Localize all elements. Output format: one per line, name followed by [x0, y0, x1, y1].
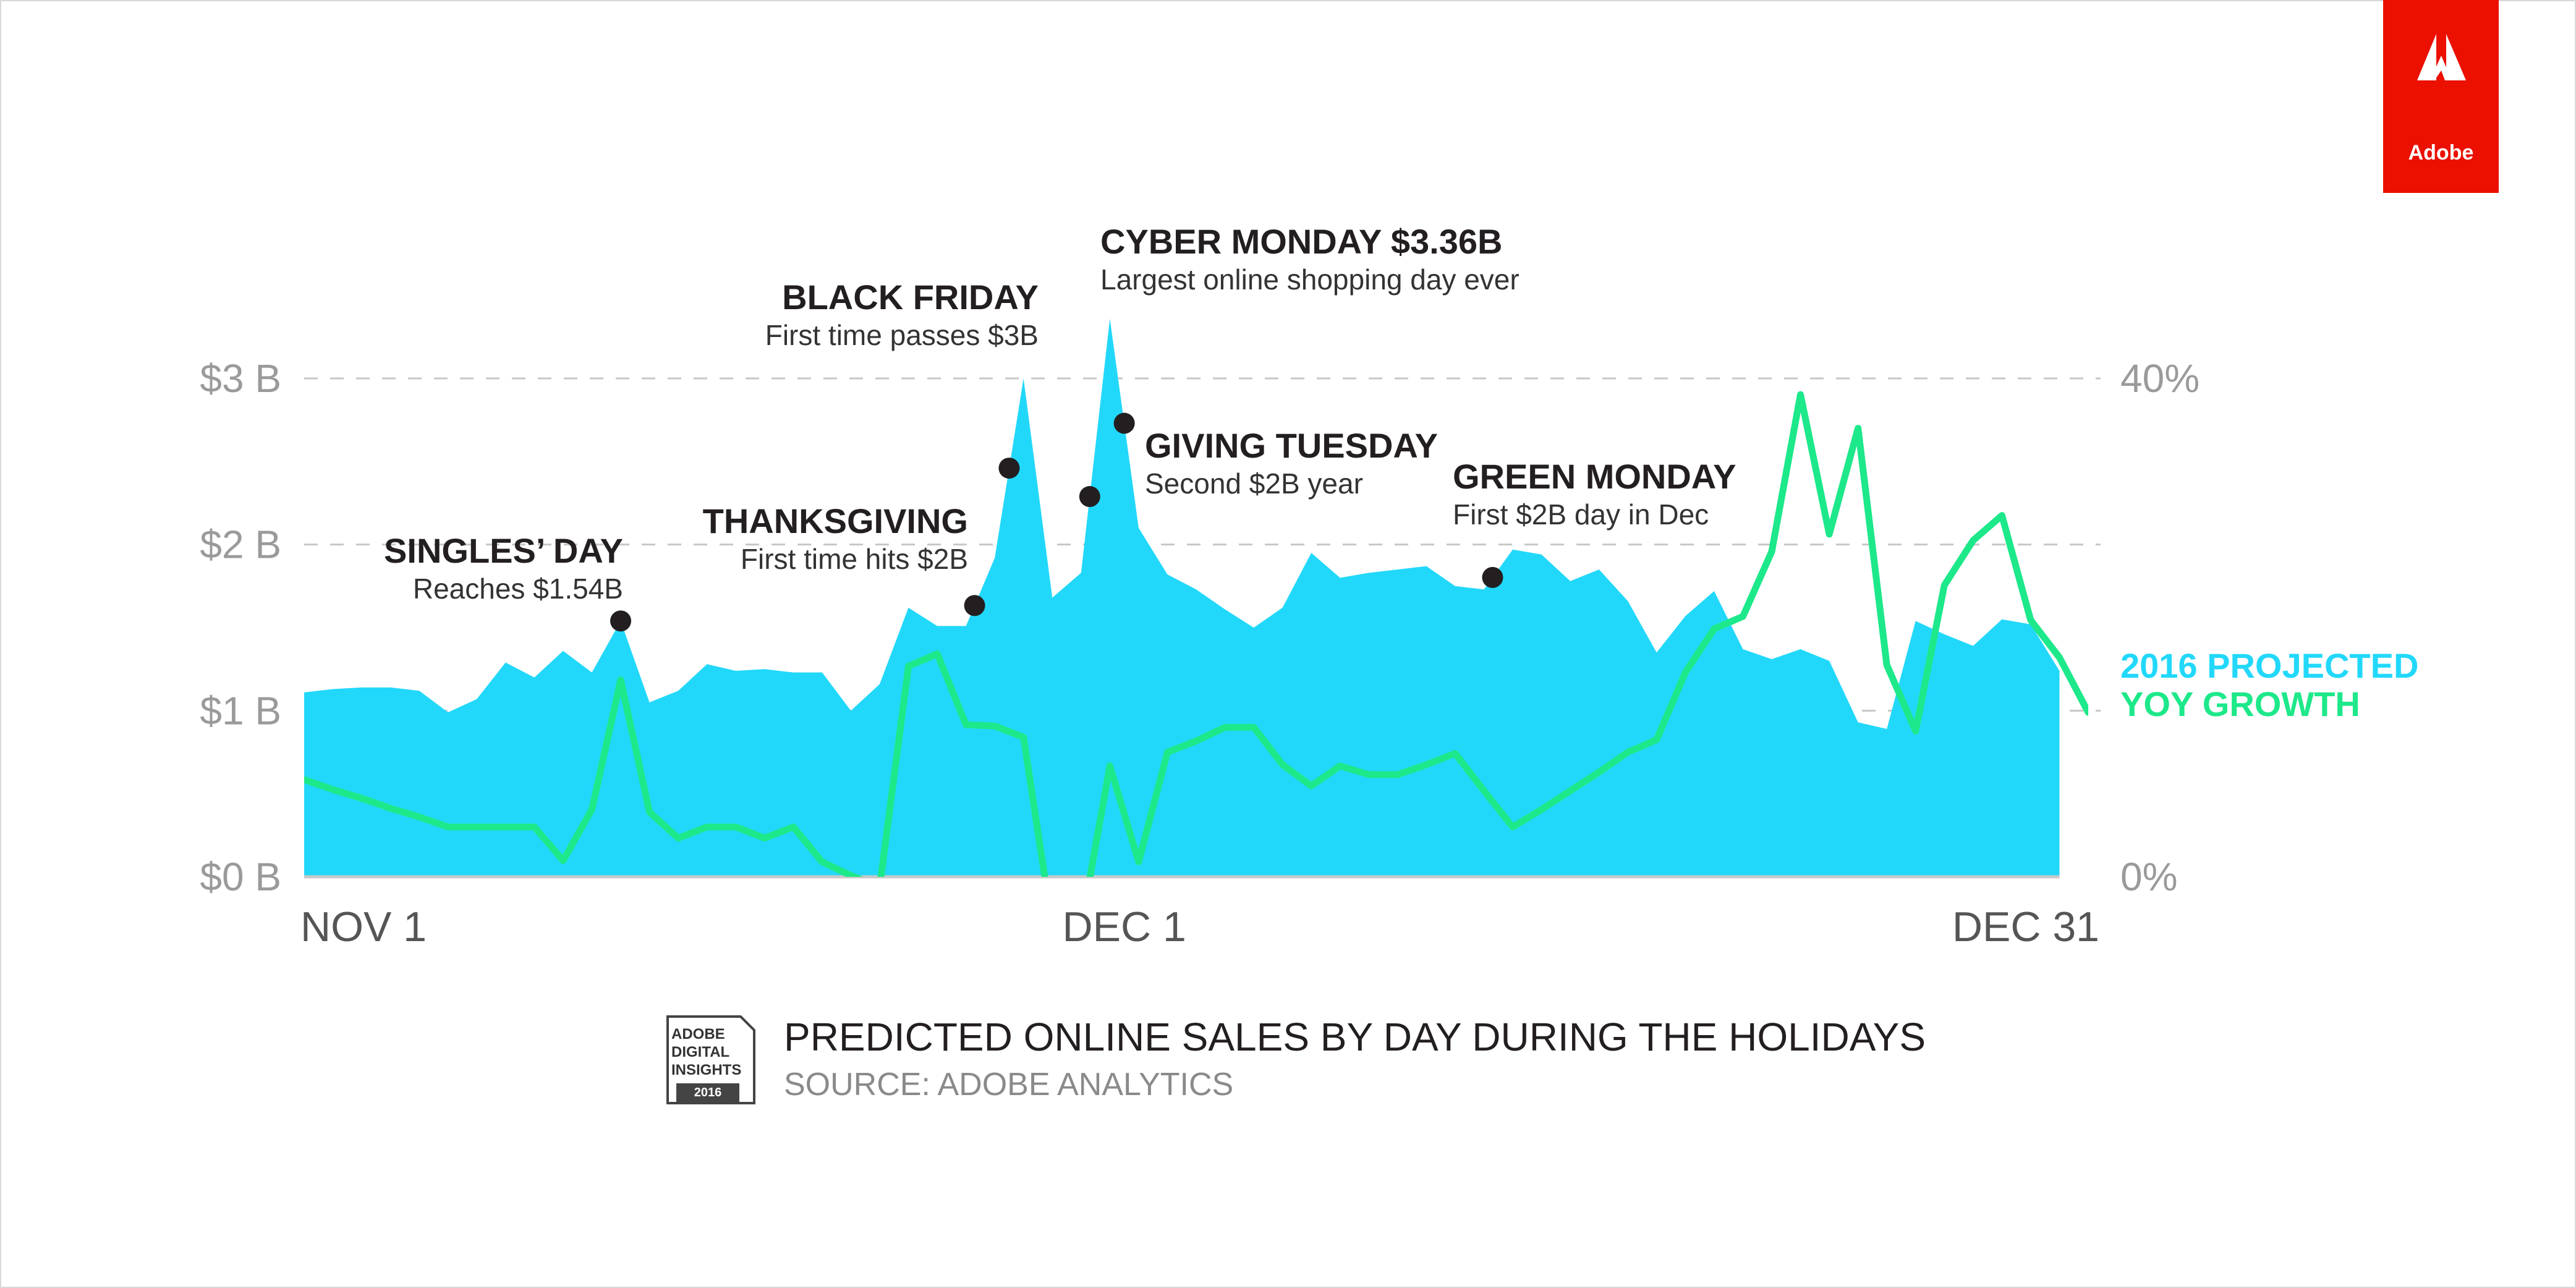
annotation-text: First $2B day in Dec [1453, 498, 1709, 531]
annotation-marker [610, 610, 632, 632]
annotation-text: Second $2B year [1145, 467, 1363, 500]
annotation-marker [1482, 566, 1503, 588]
annotation-marker [1113, 412, 1135, 434]
annotation-title: SINGLES’ DAY [384, 531, 623, 570]
y-right-tick-label: 0% [2120, 855, 2178, 899]
annotation-title: GIVING TUESDAY [1145, 426, 1438, 465]
x-tick-label: DEC 31 [1952, 903, 2099, 950]
badge-line-1: ADOBE [671, 1026, 725, 1043]
adobe-a-icon [2417, 34, 2466, 80]
chart-title: PREDICTED ONLINE SALES BY DAY DURING THE… [784, 1015, 1926, 1059]
area-series-2016-projected [304, 318, 2060, 877]
annotation-title: GREEN MONDAY [1453, 457, 1736, 496]
annotation-marker [1079, 486, 1100, 508]
y-left-tick-label: $1 B [200, 688, 281, 733]
y-axis-right: 0% 40% [2120, 356, 2200, 899]
annotation-title: CYBER MONDAY $3.36B [1100, 222, 1502, 261]
annotation-title: BLACK FRIDAY [782, 278, 1039, 317]
badge-year: 2016 [676, 1083, 739, 1102]
adobe-logo: Adobe [2383, 0, 2499, 193]
annotation-marker [964, 595, 985, 616]
annotation-marker [998, 458, 1020, 479]
x-axis: NOV 1 DEC 1 DEC 31 [300, 903, 2099, 950]
annotation-text: Reaches $1.54B [413, 573, 623, 605]
chart-source: SOURCE: ADOBE ANALYTICS [784, 1067, 1234, 1102]
annotation-text: Largest online shopping day ever [1100, 263, 1520, 296]
line-series-yoy-growth [304, 391, 2088, 877]
yoy-growth-line-series [304, 391, 2088, 877]
badge-label: ADOBE DIGITAL INSIGHTS [671, 1025, 741, 1079]
x-tick-label: DEC 1 [1062, 903, 1186, 950]
y-left-tick-label: $3 B [200, 356, 281, 401]
y-right-tick-label: 40% [2120, 356, 2200, 401]
adobe-logo-wordmark: Adobe [2408, 141, 2474, 164]
badge-line-2: DIGITAL [671, 1044, 730, 1060]
annotation-title: THANKSGIVING [703, 501, 968, 540]
adobe-digital-insights-badge: ADOBE DIGITAL INSIGHTS 2016 [665, 1014, 757, 1106]
sales-area-series [304, 318, 2060, 879]
y-axis-left: $0 B $1 B $2 B $3 B [200, 356, 281, 899]
x-tick-label: NOV 1 [300, 903, 427, 950]
y-left-tick-label: $2 B [200, 522, 281, 567]
annotation-text: First time passes $3B [765, 319, 1039, 351]
badge-frame [666, 1015, 755, 1104]
legend-item: YOY GROWTH [2120, 685, 2360, 723]
legend-item: 2016 PROJECTED [2120, 646, 2418, 685]
annotation-text: First time hits $2B [741, 543, 968, 575]
badge-line-3: INSIGHTS [671, 1062, 742, 1078]
y-left-tick-label: $0 B [200, 855, 281, 899]
